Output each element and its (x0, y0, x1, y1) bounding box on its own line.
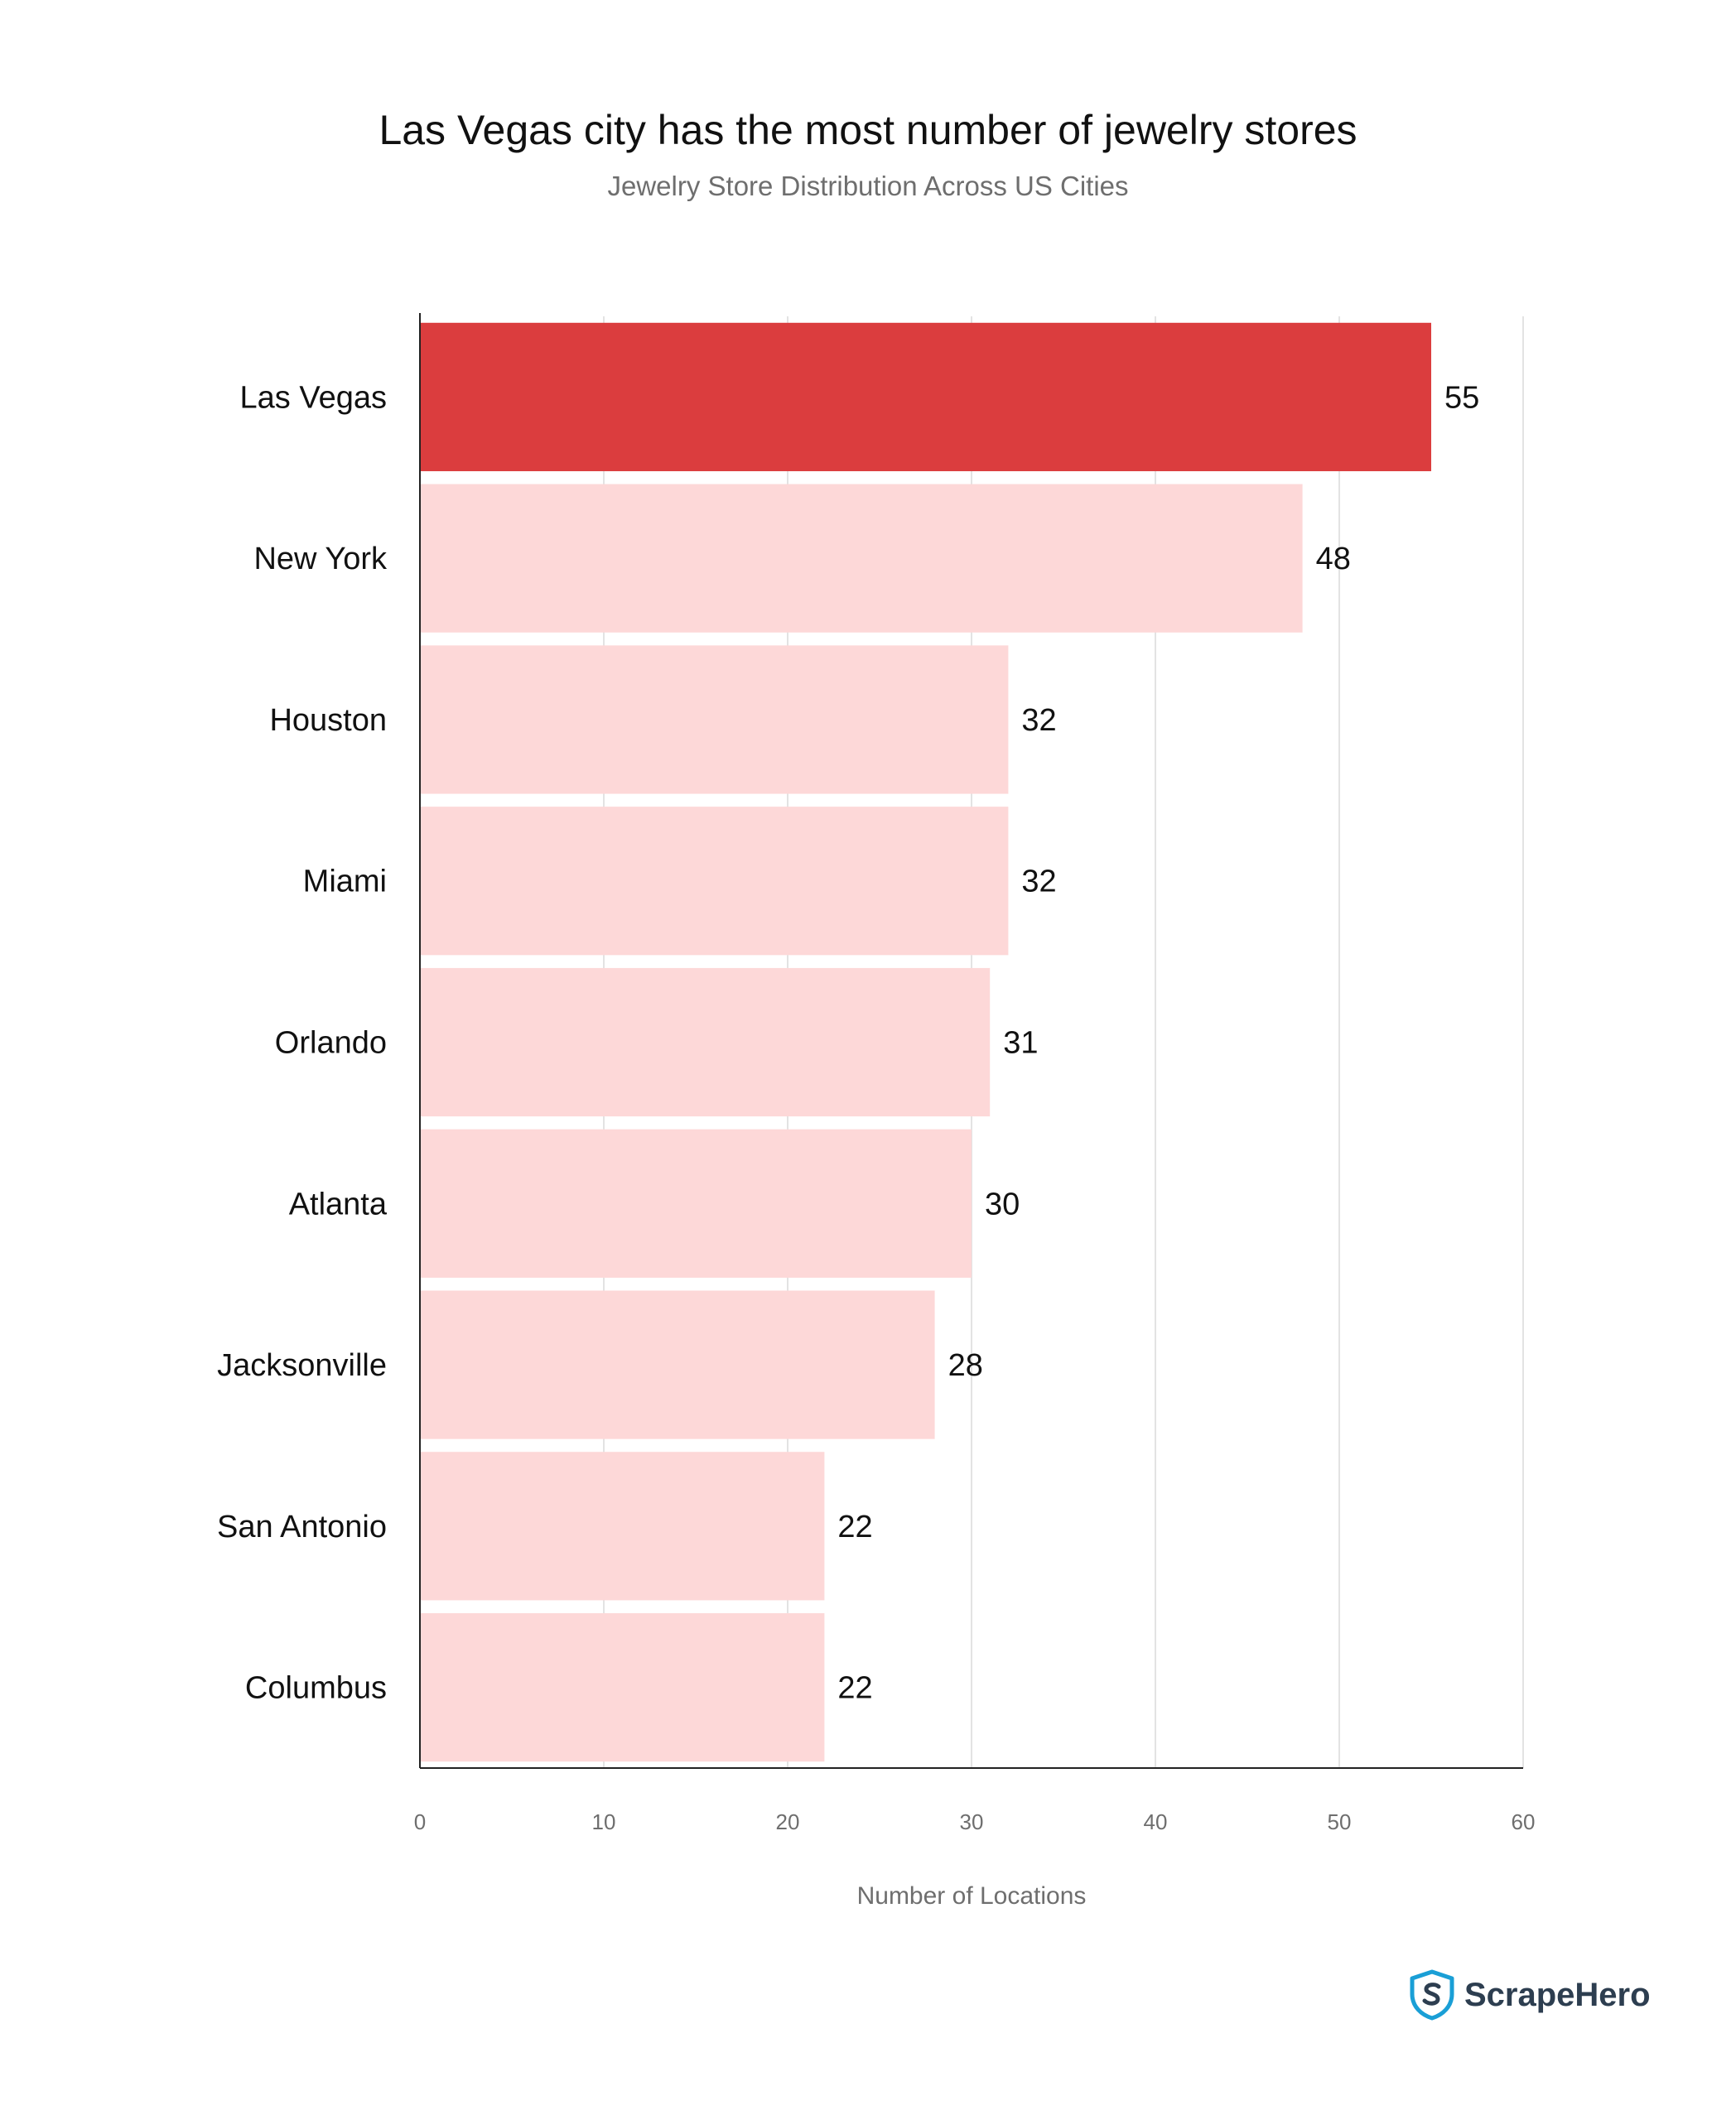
brand-logo: ScrapeHero (1408, 1969, 1651, 2021)
category-label: Orlando (275, 1026, 387, 1061)
value-label: 22 (837, 1671, 872, 1706)
category-label: Columbus (245, 1671, 387, 1706)
x-axis-title: Number of Locations (857, 1882, 1087, 1910)
x-tick-label: 10 (592, 1809, 616, 1834)
value-label: 30 (985, 1187, 1020, 1221)
x-tick-label: 60 (1512, 1809, 1536, 1834)
category-label: Las Vegas (240, 380, 387, 415)
chart-title: Las Vegas city has the most number of je… (379, 107, 1357, 153)
bar-jacksonville (420, 1290, 935, 1439)
bar-houston (420, 645, 1009, 794)
bar-orlando (420, 967, 991, 1117)
value-label: 55 (1444, 380, 1479, 415)
brand-name: ScrapeHero (1464, 1976, 1651, 2013)
chart-subtitle: Jewelry Store Distribution Across US Cit… (607, 171, 1129, 201)
value-label: 32 (1021, 865, 1056, 899)
x-tick-label: 0 (414, 1809, 426, 1834)
bar-atlanta (420, 1129, 972, 1278)
value-label: 31 (1003, 1026, 1038, 1061)
scrapehero-shield-icon (1410, 1969, 1454, 2021)
x-tick-label: 20 (776, 1809, 800, 1834)
x-tick-label: 40 (1144, 1809, 1168, 1834)
labels: 0 10 20 30 40 50 60 Las Vegas 55 New York 48 Housto… (217, 380, 1535, 1834)
x-tick-label: 50 (1328, 1809, 1352, 1834)
bar-columbus (420, 1613, 825, 1762)
category-label: Houston (269, 703, 387, 738)
category-label: San Antonio (217, 1510, 387, 1544)
category-label: Jacksonville (217, 1348, 387, 1383)
value-label: 32 (1021, 703, 1056, 738)
bar-miami (420, 807, 1009, 956)
value-label: 22 (837, 1510, 872, 1544)
value-label: 48 (1316, 542, 1351, 576)
category-label: Miami (303, 865, 387, 899)
bar-new-york (420, 484, 1303, 633)
category-label: New York (253, 542, 388, 576)
axes (419, 313, 1523, 1769)
bars (420, 322, 1431, 1762)
x-tick-label: 30 (960, 1809, 984, 1834)
value-label: 28 (948, 1348, 983, 1383)
category-label: Atlanta (289, 1187, 388, 1221)
bar-san-antonio (420, 1452, 825, 1601)
bar-las-vegas (420, 322, 1431, 471)
